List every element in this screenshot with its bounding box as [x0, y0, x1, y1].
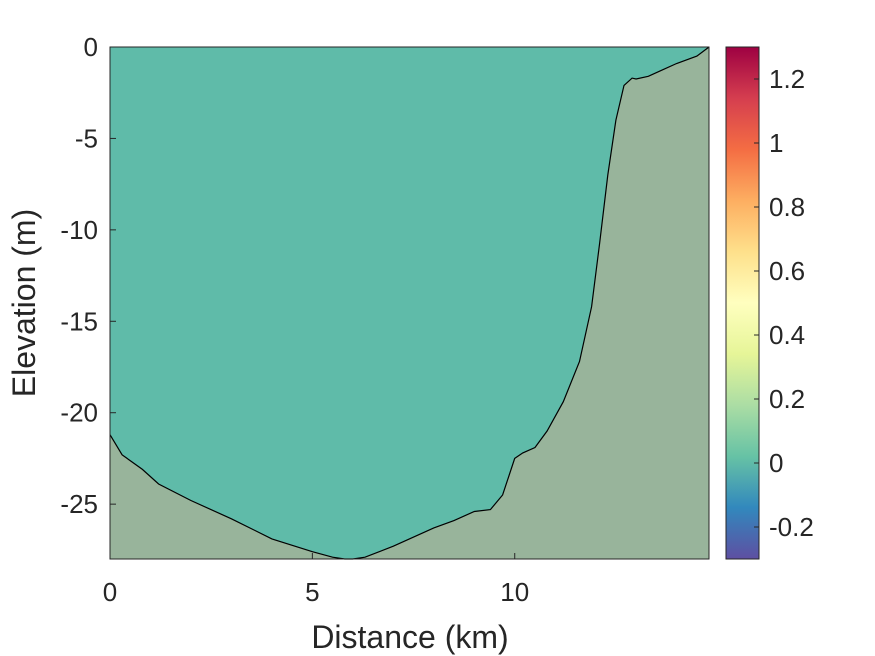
x-axis: 0 5 10: [103, 553, 529, 607]
bed-profile-line: [109, 46, 710, 560]
colorbar-tick-label: 0.6: [769, 256, 805, 286]
x-tick-label: 10: [500, 577, 529, 607]
y-tick-label: -10: [60, 215, 98, 245]
plot-area: [109, 46, 710, 560]
x-tick-label: 0: [103, 577, 117, 607]
colorbar-gradient: [725, 46, 760, 560]
colorbar-tick-label: 0: [769, 448, 783, 478]
colorbar-tick-label: -0.2: [769, 512, 814, 542]
bed-region: [110, 47, 709, 559]
x-axis-title: Distance (km): [311, 619, 508, 655]
y-tick-label: -5: [75, 123, 98, 153]
y-tick-label: -20: [60, 398, 98, 428]
colorbar-tick-label: 0.8: [769, 192, 805, 222]
colorbar-tick-label: 0.4: [769, 320, 805, 350]
y-axis-title: Elevation (m): [6, 209, 42, 398]
colorbar: 1.2 1 0.8 0.6 0.4 0.2 0 -0.2: [725, 46, 814, 560]
colorbar-tick-label: 0.2: [769, 384, 805, 414]
y-tick-label: -15: [60, 306, 98, 336]
y-tick-label: 0: [84, 32, 98, 62]
y-tick-label: -25: [60, 489, 98, 519]
x-tick-label: 5: [305, 577, 319, 607]
plot-frame: [109, 46, 710, 560]
colorbar-tick-label: 1: [769, 128, 783, 158]
colorbar-tick-label: 1.2: [769, 64, 805, 94]
y-axis: 0 -5 -10 -15 -20 -25: [60, 32, 116, 519]
